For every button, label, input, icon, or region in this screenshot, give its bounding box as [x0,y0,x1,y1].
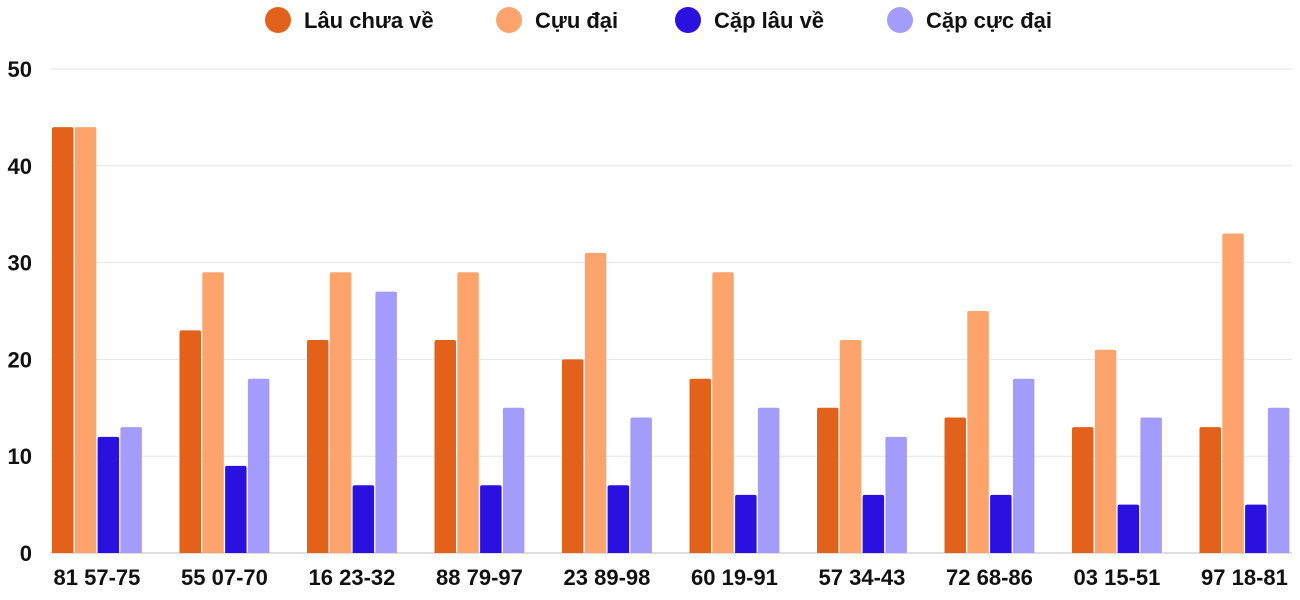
bar-group [944,311,1035,553]
legend-item: Cựu đại [496,7,618,33]
legend-item: Cặp cực đại [887,7,1052,33]
x-tick-label: 60 19-91 [691,565,778,590]
bar-3-10 [1245,504,1267,553]
y-tick-label: 10 [8,444,32,469]
bar-2-10 [1222,233,1244,553]
chart-legend: Lâu chưa về Cựu đại Cặp lâu về Cặp cực đại [265,7,1052,33]
bar-2-1 [74,127,97,553]
x-tick-label: 97 18-81 [1201,565,1288,590]
legend-marker [675,7,701,33]
legend-label: Cặp lâu về [714,8,824,33]
bar-group [1072,349,1162,553]
x-tick-label: 23 89-98 [564,565,651,590]
bar-4-9 [1140,417,1162,553]
x-tick-label: 57 34-43 [819,565,906,590]
bar-2-5 [584,252,607,554]
bar-3-8 [990,494,1012,553]
bar-group [689,272,780,553]
y-tick-label: 20 [8,347,32,372]
bar-group [817,340,907,553]
legend-marker [265,7,291,33]
bar-2-3 [329,272,352,553]
bar-1-1 [52,127,74,553]
bar-2-4 [457,272,479,553]
y-tick-label: 0 [20,541,32,566]
bar-group [307,272,397,553]
bar-3-6 [735,494,757,553]
bar-4-4 [502,407,525,553]
legend-label: Lâu chưa về [304,8,434,33]
x-tick-label: 16 23-32 [309,565,396,590]
bar-3-1 [97,436,120,553]
x-axis-labels: 81 57-75 55 07-70 16 23-32 88 79-97 23 89-98… [54,565,1288,590]
legend-label: Cựu đại [535,8,618,33]
bar-4-5 [630,417,652,553]
bar-1-10 [1199,427,1221,553]
bar-4-6 [757,407,780,553]
bar-group [562,252,652,554]
bar-1-3 [307,340,329,553]
y-tick-label: 30 [8,251,32,276]
bar-group [179,272,270,553]
bar-1-4 [434,340,456,553]
x-tick-label: 81 57-75 [54,565,141,590]
bar-4-2 [247,378,270,553]
bar-2-6 [712,272,734,553]
chart-bars [52,127,1290,554]
legend-label: Cặp cực đại [926,8,1052,33]
bar-4-7 [885,436,907,553]
bar-1-8 [944,417,966,553]
bar-3-7 [862,494,885,553]
x-tick-label: 88 79-97 [436,565,523,590]
bar-3-2 [225,465,247,553]
bar-3-9 [1117,504,1140,553]
legend-marker [887,7,913,33]
bar-2-8 [967,311,989,553]
bar-group [1199,233,1290,553]
x-tick-label: 72 68-86 [946,565,1033,590]
bar-1-9 [1072,427,1094,553]
y-tick-label: 40 [8,154,32,179]
legend-item: Cặp lâu về [675,7,824,33]
legend-marker [496,7,522,33]
bar-2-9 [1094,349,1117,553]
legend-item: Lâu chưa về [265,7,434,33]
bar-4-10 [1267,407,1290,553]
x-tick-label: 55 07-70 [181,565,268,590]
bar-group [434,272,525,553]
y-tick-label: 50 [8,57,32,82]
bar-3-5 [607,485,630,553]
y-axis-ticks: 0 10 20 30 40 50 [8,57,32,566]
bar-group [52,127,142,553]
bar-2-7 [839,340,862,553]
bar-2-2 [202,272,224,553]
bar-3-4 [480,485,502,553]
bar-4-8 [1012,378,1035,553]
bar-3-3 [352,485,375,553]
bar-4-1 [120,427,142,553]
bar-1-6 [689,378,711,553]
bar-4-3 [375,291,397,553]
x-tick-label: 03 15-51 [1074,565,1161,590]
bar-1-5 [562,359,584,553]
bar-1-7 [817,407,839,553]
bar-1-2 [179,330,201,553]
